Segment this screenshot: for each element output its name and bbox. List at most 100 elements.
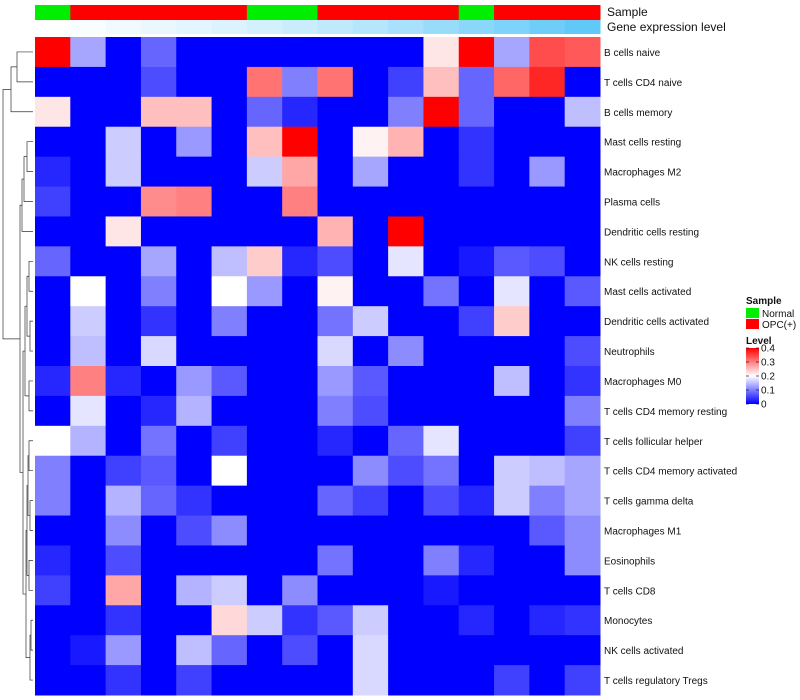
heatmap-cell bbox=[494, 665, 530, 696]
heatmap-cell bbox=[35, 306, 71, 337]
heatmap-cell bbox=[282, 276, 318, 307]
expression-annotation-cell bbox=[529, 20, 566, 34]
heatmap-cell bbox=[564, 66, 601, 98]
dendrogram-branch bbox=[19, 204, 23, 473]
heatmap-cell bbox=[176, 366, 213, 397]
heatmap-cell bbox=[458, 336, 495, 367]
heatmap-cell bbox=[494, 366, 530, 397]
heatmap-cell bbox=[317, 156, 354, 188]
heatmap-cell bbox=[494, 425, 530, 457]
expression-annotation-cell bbox=[458, 20, 495, 34]
heatmap-cell bbox=[388, 366, 424, 397]
heatmap-cell bbox=[140, 425, 177, 457]
heatmap-cell bbox=[317, 605, 354, 636]
expression-annotation-cell bbox=[423, 20, 460, 34]
heatmap-cell bbox=[176, 455, 213, 487]
heatmap-cell bbox=[282, 425, 318, 457]
heatmap-cell bbox=[317, 395, 354, 427]
heatmap-cell bbox=[282, 37, 318, 68]
dendrogram-branch bbox=[29, 500, 33, 531]
row-label: Dendritic cells resting bbox=[604, 227, 699, 238]
heatmap-cell bbox=[458, 37, 495, 68]
heatmap-cell bbox=[388, 575, 424, 606]
heatmap-cell bbox=[70, 395, 107, 427]
heatmap-cell bbox=[388, 455, 424, 487]
heatmap-cell bbox=[423, 425, 460, 457]
heatmap-cell bbox=[564, 276, 601, 307]
heatmap-cell bbox=[211, 186, 248, 217]
dendrogram-branch bbox=[26, 275, 30, 337]
column-annotations bbox=[35, 5, 601, 34]
heatmap-cell bbox=[529, 126, 566, 158]
heatmap-cell bbox=[494, 575, 530, 606]
heatmap-cell bbox=[176, 186, 213, 217]
row-label: Macrophages M0 bbox=[604, 377, 682, 388]
heatmap-cell bbox=[140, 66, 177, 98]
heatmap-cell bbox=[35, 156, 71, 188]
heatmap-cell bbox=[35, 575, 71, 606]
heatmap-cell bbox=[140, 575, 177, 606]
heatmap-cell bbox=[423, 366, 460, 397]
heatmap-cell bbox=[70, 156, 107, 188]
heatmap-cell bbox=[458, 425, 495, 457]
heatmap-cell bbox=[494, 246, 530, 277]
row-label: T cells regulatory Tregs bbox=[604, 676, 708, 687]
heatmap-cell bbox=[211, 455, 248, 487]
heatmap-cell bbox=[282, 96, 318, 128]
heatmap-cell bbox=[494, 156, 530, 188]
heatmap-cell bbox=[176, 605, 213, 636]
heatmap-cell bbox=[105, 126, 142, 158]
heatmap-cell bbox=[494, 605, 530, 636]
heatmap-cell bbox=[35, 545, 71, 576]
dendrogram-branch bbox=[23, 156, 33, 202]
heatmap-cell bbox=[564, 395, 601, 427]
level-tick-label: 0.3 bbox=[761, 358, 775, 369]
heatmap-cell bbox=[388, 96, 424, 128]
row-label: Plasma cells bbox=[604, 198, 660, 209]
row-label: NK cells activated bbox=[604, 646, 683, 657]
row-label: Monocytes bbox=[604, 616, 652, 627]
row-label: Macrophages M1 bbox=[604, 527, 682, 538]
dendrogram-branch bbox=[10, 66, 33, 113]
heatmap-cell bbox=[211, 336, 248, 367]
heatmap-cell bbox=[282, 126, 318, 158]
heatmap-cell bbox=[423, 395, 460, 427]
heatmap-cell bbox=[494, 66, 530, 98]
heatmap-cell bbox=[529, 366, 566, 397]
heatmap-cell bbox=[352, 515, 389, 546]
heatmap-cell bbox=[352, 395, 389, 427]
heatmap-cell bbox=[140, 485, 177, 517]
heatmap-cell bbox=[176, 246, 213, 277]
heatmap-cell bbox=[494, 37, 530, 68]
heatmap-cell bbox=[211, 635, 248, 666]
heatmap-cell bbox=[317, 455, 354, 487]
heatmap-cell bbox=[423, 216, 460, 247]
heatmap-cell bbox=[564, 605, 601, 636]
sample-annotation-cell bbox=[211, 5, 248, 20]
heatmap-cell bbox=[458, 605, 495, 636]
heatmap-cell bbox=[564, 306, 601, 337]
heatmap-cell bbox=[140, 336, 177, 367]
heatmap-cell bbox=[70, 96, 107, 128]
heatmap-cell bbox=[352, 575, 389, 606]
heatmap-cell bbox=[317, 96, 354, 128]
heatmap-cell bbox=[140, 126, 177, 158]
row-label: B cells memory bbox=[604, 108, 672, 119]
row-label: Neutrophils bbox=[604, 347, 655, 358]
heatmap-cell bbox=[246, 395, 283, 427]
heatmap-cell bbox=[35, 425, 71, 457]
heatmap-cell bbox=[282, 156, 318, 188]
heatmap-cell bbox=[423, 455, 460, 487]
heatmap-cells bbox=[35, 37, 601, 696]
heatmap-cell bbox=[35, 276, 71, 307]
annotation-label-sample: Sample bbox=[607, 5, 648, 19]
row-label: B cells naive bbox=[604, 48, 661, 59]
heatmap-cell bbox=[176, 276, 213, 307]
heatmap-cell bbox=[35, 665, 71, 696]
heatmap-cell bbox=[564, 37, 601, 68]
heatmap-cell bbox=[211, 545, 248, 576]
heatmap-cell bbox=[35, 455, 71, 487]
heatmap-cell bbox=[246, 126, 283, 158]
heatmap-cell bbox=[494, 126, 530, 158]
heatmap-cell bbox=[35, 605, 71, 636]
